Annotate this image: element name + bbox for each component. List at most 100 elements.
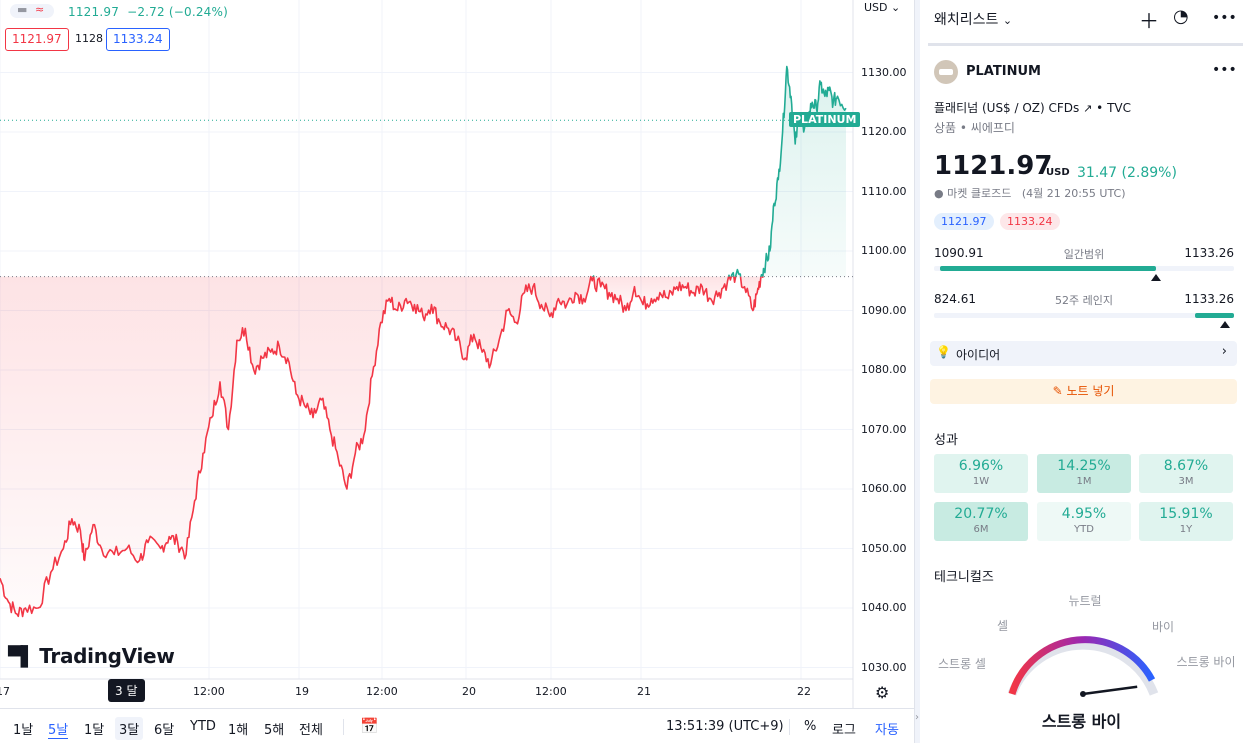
technicals-gauge — [920, 600, 1243, 705]
price-line-down — [734, 277, 736, 283]
ideas-row[interactable]: 💡 아이디어 › — [930, 341, 1237, 366]
watchlist-panel: 왜치리스트 ⌄ ＋ ◔ ••• PLATINUM ••• 플래티넘 (US$ /… — [920, 0, 1243, 743]
performance-cell[interactable]: 8.67% 3M — [1139, 454, 1233, 493]
chevron-down-icon: ⌄ — [891, 1, 900, 14]
day-range-fill — [940, 266, 1156, 271]
symbol-source: TVC — [1107, 101, 1131, 115]
gauge-needle — [1083, 687, 1137, 694]
header-change: −2.72 — [127, 5, 165, 19]
y-tick-label: 1130.00 — [861, 66, 907, 79]
log-toggle[interactable]: 로그 — [832, 719, 856, 738]
performance-value: 14.25% — [1037, 458, 1131, 474]
y-tick-label: 1080.00 — [861, 363, 907, 376]
header-last-price: 1121.97 — [68, 5, 119, 19]
day-range-marker-icon — [1151, 274, 1161, 281]
y-tick-label: 1060.00 — [861, 482, 907, 495]
pencil-icon: ✎ — [1053, 384, 1063, 398]
sell-box[interactable]: 1121.97 — [5, 28, 69, 51]
y-tick-label: 1070.00 — [861, 423, 907, 436]
gauge-label-strong-buy: 스트롱 바이 — [1176, 655, 1236, 670]
x-tick-label: 12:00 — [193, 685, 225, 698]
chart-pane[interactable]: ▬ ≈ 1121.97 −2.72 (−0.24%) 1121.97 1128 … — [0, 0, 914, 743]
performance-value: 8.67% — [1139, 458, 1233, 474]
performance-cell[interactable]: 15.91% 1Y — [1139, 502, 1233, 541]
y-tick-label: 1030.00 — [861, 661, 907, 674]
add-symbol-icon[interactable]: ＋ — [1139, 5, 1159, 34]
percent-toggle[interactable]: % — [804, 719, 816, 734]
chart-mode-toggle[interactable]: ▬ ≈ — [10, 4, 54, 18]
ideas-label: 아이디어 — [956, 346, 1000, 363]
x-tick-label: 17 — [0, 685, 10, 698]
performance-period: 6M — [934, 524, 1028, 535]
lightbulb-icon: 💡 — [936, 345, 951, 359]
bottom-toolbar: 1날 5날 1달 3달 6달 YTD 1해 5해 전체 📅 13:51:39 (… — [0, 708, 914, 744]
symbol-more-icon[interactable]: ••• — [1212, 62, 1237, 78]
y-tick-label: 1110.00 — [861, 185, 907, 198]
performance-period: 1M — [1037, 476, 1131, 487]
tradingview-logo[interactable]: ▀▌TradingView — [8, 644, 175, 668]
divider — [789, 719, 790, 735]
date-range-icon[interactable]: 📅 — [360, 717, 379, 735]
chevron-down-icon: ⌄ — [1003, 14, 1012, 27]
time-tooltip: 3 달 — [108, 679, 145, 702]
range-3m[interactable]: 3달 — [115, 717, 143, 740]
range-1y[interactable]: 1해 — [228, 719, 248, 738]
range-6m[interactable]: 6달 — [154, 719, 174, 738]
performance-cell[interactable]: 4.95%YTD — [1037, 502, 1131, 541]
status-dot-icon: ● — [934, 187, 944, 200]
range-5d[interactable]: 5날 — [48, 719, 68, 739]
wave-icon: ≈ — [35, 3, 44, 16]
performance-cell[interactable]: 6.96% 1W — [934, 454, 1028, 493]
performance-period: 1Y — [1139, 524, 1233, 535]
y-tick-label: 1040.00 — [861, 601, 907, 614]
performance-title: 성과 — [934, 429, 958, 448]
add-note-button[interactable]: ✎ 노트 넣기 — [930, 379, 1237, 404]
external-link-icon[interactable]: ↗ — [1083, 102, 1092, 115]
currency-selector[interactable]: USD ⌄ — [864, 1, 900, 14]
performance-value: 6.96% — [934, 458, 1028, 474]
x-tick-label: 12:00 — [366, 685, 398, 698]
auto-toggle[interactable]: 자동 — [875, 719, 899, 738]
tradingview-mark-icon: ▀▌ — [8, 646, 33, 668]
chevron-right-icon: › — [1222, 344, 1227, 359]
symbol-name[interactable]: PLATINUM — [966, 64, 1041, 79]
technicals-result: 스트롱 바이 — [920, 708, 1243, 732]
chevron-right-icon: › — [915, 712, 919, 723]
divider — [343, 719, 344, 735]
buy-box[interactable]: 1133.24 — [106, 28, 170, 51]
x-tick-label: 12:00 — [535, 685, 567, 698]
pie-chart-icon[interactable]: ◔ — [1173, 6, 1189, 27]
clock-timezone[interactable]: 13:51:39 (UTC+9) — [666, 719, 784, 734]
day-range-high: 1133.26 — [1184, 246, 1234, 260]
performance-cell[interactable]: 20.77% 6M — [934, 502, 1028, 541]
y-tick-label: 1120.00 — [861, 125, 907, 138]
header-quote: 1121.97 −2.72 (−0.24%) — [68, 5, 228, 19]
performance-period: 3M — [1139, 476, 1233, 487]
performance-cell[interactable]: 14.25% 1M — [1037, 454, 1131, 493]
technicals-title: 테크니컬즈 — [934, 566, 994, 585]
more-icon[interactable]: ••• — [1212, 10, 1237, 26]
x-tick-label: 20 — [462, 685, 476, 698]
range-ytd[interactable]: YTD — [190, 719, 216, 734]
x-tick-label: 21 — [637, 685, 651, 698]
y-tick-label: 1090.00 — [861, 304, 907, 317]
week52-fill — [1195, 313, 1234, 318]
market-status: ● 마켓 클로즈드 (4월 21 20:55 UTC) — [934, 185, 1126, 201]
performance-period: 1W — [934, 476, 1028, 487]
bid-chip: 1121.97 — [934, 213, 994, 230]
range-1m[interactable]: 1달 — [84, 719, 104, 738]
range-5y[interactable]: 5해 — [264, 719, 284, 738]
y-tick-label: 1050.00 — [861, 542, 907, 555]
range-all[interactable]: 전체 — [299, 719, 323, 738]
gauge-label-sell: 셀 — [997, 617, 1008, 634]
range-1d[interactable]: 1날 — [13, 719, 33, 738]
panel-separator — [928, 43, 1243, 46]
week52-high: 1133.26 — [1184, 292, 1234, 306]
current-price: 1121.97 — [934, 151, 1052, 181]
performance-value: 20.77% — [934, 506, 1028, 522]
watchlist-title[interactable]: 왜치리스트 ⌄ — [934, 9, 1012, 29]
price-chart[interactable] — [0, 0, 914, 708]
gear-icon[interactable]: ⚙ — [875, 683, 889, 702]
price-line-down — [729, 277, 731, 280]
performance-value: 15.91% — [1139, 506, 1233, 522]
